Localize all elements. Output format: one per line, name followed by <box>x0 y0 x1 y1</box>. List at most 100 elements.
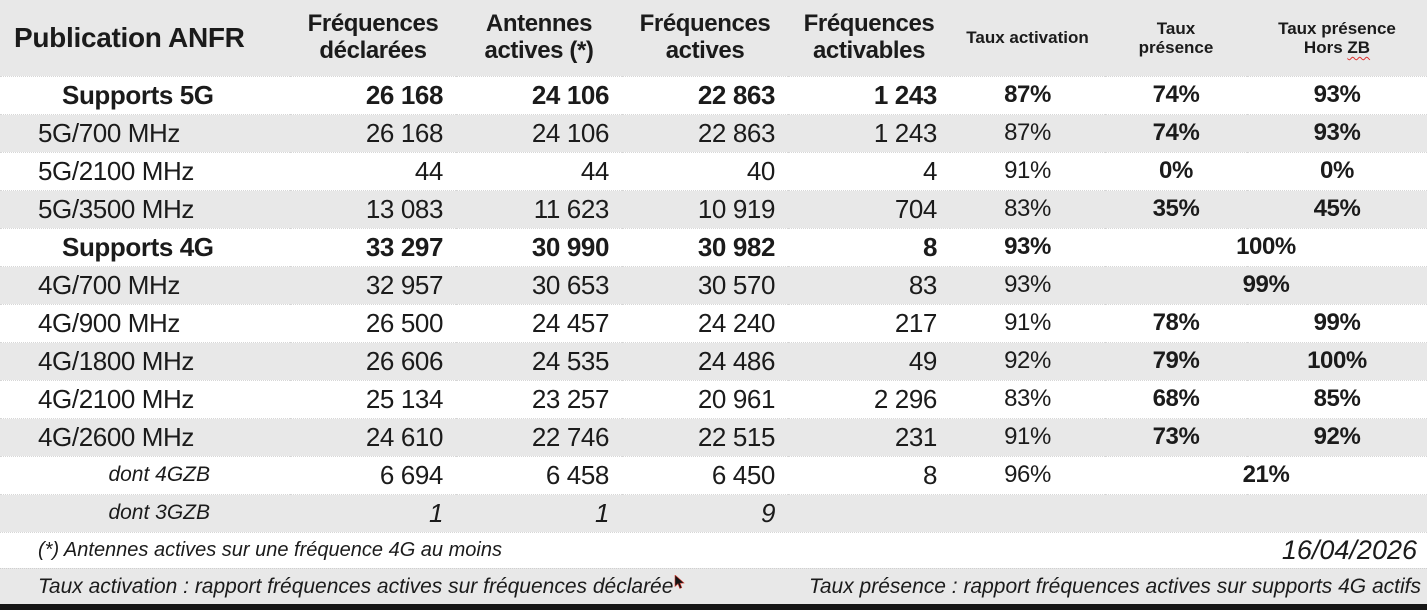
cell-hors-zb: 99% <box>1313 309 1361 336</box>
row-label: 5G/700 MHz <box>38 117 180 148</box>
cell-freq-declarees: 26 168 <box>365 117 444 148</box>
cell-taux-activation: 96% <box>1004 461 1051 488</box>
footnote-band: (*) Antennes actives sur une fréquence 4… <box>0 532 1427 568</box>
cell-freq-actives: 20 961 <box>697 383 776 414</box>
cell-freq-activables: 4 <box>922 155 937 186</box>
cell-taux-presence: 74% <box>1152 81 1200 108</box>
cell-antennes-actives: 24 535 <box>531 345 610 376</box>
cell-freq-activables: 704 <box>894 193 938 224</box>
cell-taux-presence: 73% <box>1152 423 1200 450</box>
cell-antennes-actives: 24 106 <box>531 117 610 148</box>
cell-taux-activation: 91% <box>1004 157 1051 184</box>
cell-freq-activables: 217 <box>894 307 938 338</box>
cell-freq-declarees: 1 <box>428 497 443 528</box>
row-label: dont 4GZB <box>108 463 210 486</box>
cell-antennes-actives: 22 746 <box>531 421 610 452</box>
cell-freq-actives: 30 982 <box>697 231 776 262</box>
cell-freq-declarees: 6 694 <box>379 459 443 490</box>
cell-taux-activation: 87% <box>1004 81 1051 108</box>
cell-freq-declarees: 26 500 <box>365 307 444 338</box>
cell-antennes-actives: 6 458 <box>545 459 609 490</box>
row-label: 4G/2600 MHz <box>38 421 195 452</box>
cell-freq-actives: 24 486 <box>697 345 776 376</box>
cell-freq-declarees: 32 957 <box>365 269 444 300</box>
legend-taux-presence: Taux présence : rapport fréquences activ… <box>808 574 1421 598</box>
cell-antennes-actives: 44 <box>580 155 610 186</box>
cell-freq-actives: 22 515 <box>697 421 776 452</box>
cell-freq-declarees: 25 134 <box>365 383 444 414</box>
table-header-row: Publication ANFR Fréquences déclarées An… <box>0 0 1427 76</box>
row-label: Supports 5G <box>62 79 214 110</box>
col-header-taux-presence: Taux présence <box>1105 0 1247 76</box>
cell-freq-activables <box>788 494 950 532</box>
cell-taux-activation: 93% <box>1004 233 1051 260</box>
cell-freq-declarees: 44 <box>414 155 444 186</box>
cell-antennes-actives: 23 257 <box>531 383 610 414</box>
col-header-freq-actives: Fréquences actives <box>639 9 771 64</box>
col-header-freq-activables: Fréquences activables <box>803 9 935 64</box>
cell-freq-declarees: 26 606 <box>365 345 444 376</box>
table-row-4g-2600: 4G/2600 MHz 24 610 22 746 22 515 231 91%… <box>0 418 1427 456</box>
cell-taux-presence: 74% <box>1152 119 1200 146</box>
table-row-supports-5g: Supports 5G 26 168 24 106 22 863 1 243 8… <box>0 76 1427 114</box>
col-header-antennes-actives: Antennes actives (*) <box>484 9 594 64</box>
cell-freq-declarees: 13 083 <box>365 193 444 224</box>
cell-antennes-actives: 11 623 <box>533 193 610 224</box>
row-label: 5G/2100 MHz <box>38 155 195 186</box>
col-header-taux-presence-hors-zb: Taux présence Hors ZB <box>1247 0 1427 76</box>
cell-hors-zb: 100% <box>1307 347 1367 374</box>
row-label: 4G/700 MHz <box>38 269 180 300</box>
frequency-table: Publication ANFR Fréquences déclarées An… <box>0 0 1427 532</box>
cell-taux-presence: 68% <box>1152 385 1200 412</box>
table-row-5g-3500: 5G/3500 MHz 13 083 11 623 10 919 704 83%… <box>0 190 1427 228</box>
cell-antennes-actives: 1 <box>594 497 609 528</box>
cell-freq-actives: 40 <box>746 155 776 186</box>
table-row-dont-4gzb: dont 4GZB 6 694 6 458 6 450 8 96% 21% <box>0 456 1427 494</box>
cell-hors-zb-merged <box>1105 494 1427 532</box>
cell-antennes-actives: 24 457 <box>531 307 610 338</box>
cell-freq-actives: 9 <box>760 497 775 528</box>
cell-freq-activables: 1 243 <box>873 117 937 148</box>
table-row-4g-1800: 4G/1800 MHz 26 606 24 535 24 486 49 92% … <box>0 342 1427 380</box>
legend-taux-activation-text: Taux activation : rapport fréquences act… <box>38 574 674 598</box>
table-title: Publication ANFR <box>14 22 245 54</box>
cell-hors-zb: 92% <box>1313 423 1361 450</box>
cell-freq-actives: 10 919 <box>697 193 776 224</box>
row-label: 5G/3500 MHz <box>38 193 195 224</box>
cell-taux-activation: 91% <box>1004 309 1051 336</box>
row-label: 4G/2100 MHz <box>38 383 195 414</box>
cell-taux-activation: 91% <box>1004 423 1051 450</box>
cell-freq-activables: 1 243 <box>873 79 937 110</box>
cell-freq-activables: 49 <box>908 345 938 376</box>
row-label: 4G/900 MHz <box>38 307 180 338</box>
table-row-5g-2100: 5G/2100 MHz 44 44 40 4 91% 0% 0% <box>0 152 1427 190</box>
footnote-text: (*) Antennes actives sur une fréquence 4… <box>38 539 502 561</box>
mouse-cursor-icon <box>674 572 686 596</box>
table-row-dont-3gzb: dont 3GZB 1 1 9 <box>0 494 1427 532</box>
cell-freq-activables: 83 <box>908 269 938 300</box>
zb-misspelling-highlight: ZB <box>1347 37 1371 57</box>
hors-zb-line2: Hors ZB <box>1247 38 1427 57</box>
cell-freq-actives: 22 863 <box>697 79 776 110</box>
legend-band: Taux activation : rapport fréquences act… <box>0 568 1427 604</box>
cell-hors-zb: 85% <box>1313 385 1361 412</box>
cell-taux-activation <box>950 494 1105 532</box>
row-label: dont 3GZB <box>108 501 210 525</box>
hors-zb-line1: Taux présence <box>1278 18 1396 38</box>
col-header-freq-declarees: Fréquences déclarées <box>307 9 439 64</box>
row-label: Supports 4G <box>62 231 214 262</box>
cell-hors-zb: 93% <box>1313 119 1361 146</box>
cell-hors-zb-merged: 100% <box>1236 233 1296 260</box>
cell-antennes-actives: 30 990 <box>531 231 610 262</box>
taux-presence-line2: présence <box>1138 37 1214 57</box>
cell-freq-activables: 8 <box>922 231 937 262</box>
cell-taux-activation: 83% <box>1004 195 1051 222</box>
legend-taux-activation: Taux activation : rapport fréquences act… <box>0 572 686 599</box>
cell-freq-activables: 2 296 <box>873 383 937 414</box>
hors-label: Hors <box>1303 37 1348 57</box>
table-row-supports-4g: Supports 4G 33 297 30 990 30 982 8 93% 1… <box>0 228 1427 266</box>
row-label: 4G/1800 MHz <box>38 345 195 376</box>
cell-taux-presence: 78% <box>1152 309 1200 336</box>
cell-taux-activation: 83% <box>1004 385 1051 412</box>
